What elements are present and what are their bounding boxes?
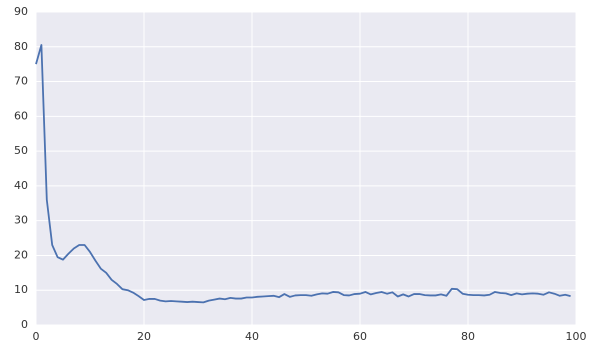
y-tick-label: 20 <box>14 248 28 261</box>
y-tick-label: 30 <box>14 214 28 227</box>
plot-area <box>36 12 576 325</box>
y-tick-label: 40 <box>14 179 28 192</box>
x-tick-label: 100 <box>566 330 587 343</box>
y-tick-label: 60 <box>14 109 28 122</box>
y-tick-label: 50 <box>14 144 28 157</box>
y-tick-label: 10 <box>14 283 28 296</box>
y-tick-label: 80 <box>14 40 28 53</box>
x-tick-label: 40 <box>245 330 259 343</box>
x-tick-label: 80 <box>461 330 475 343</box>
y-tick-label: 0 <box>21 318 28 331</box>
x-tick-label: 0 <box>33 330 40 343</box>
x-tick-label: 60 <box>353 330 367 343</box>
y-tick-label: 90 <box>14 5 28 18</box>
line <box>35 44 571 304</box>
x-tick-label: 20 <box>137 330 151 343</box>
y-tick-label: 70 <box>14 75 28 88</box>
